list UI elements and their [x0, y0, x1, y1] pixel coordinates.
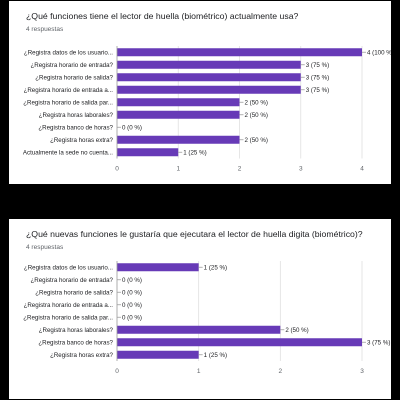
- data-label: 1 (25 %): [204, 352, 227, 359]
- bar[interactable]: [117, 135, 240, 144]
- bar-chart-2: 0 1 2 3 ¿Registra datos de los usuario... 1 (…: [23, 261, 390, 375]
- bar[interactable]: [117, 73, 301, 82]
- x-tick-label: 3: [360, 368, 364, 375]
- bar-chart-1: 0 1 2 3 4 ¿Registra datos de los usuario... 4 …: [23, 46, 391, 173]
- category-label: ¿Registra horas extra?: [50, 352, 113, 359]
- category-label: ¿Registra horario de entrada?: [30, 277, 113, 284]
- x-tick-label: 0: [115, 368, 119, 375]
- data-label: 0 (0 %): [122, 277, 142, 284]
- data-label: 1 (25 %): [183, 150, 206, 157]
- bar[interactable]: [117, 325, 281, 334]
- response-count: 4 respuestas: [26, 244, 64, 251]
- x-tick-label: 4: [360, 166, 364, 173]
- category-label: ¿Registra banco de horas?: [38, 340, 113, 347]
- bar[interactable]: [117, 85, 301, 94]
- chart-title: ¿Qué nuevas funciones le gustaría que ej…: [26, 229, 363, 239]
- data-label: 2 (50 %): [245, 100, 268, 107]
- category-label: ¿Registra horario de entrada?: [30, 62, 113, 69]
- category-label: ¿Registra horas extra?: [50, 137, 113, 144]
- category-label: ¿Registra horario de entrada a...: [24, 302, 114, 309]
- chart-card-2: ¿Qué nuevas funciones le gustaría que ej…: [9, 219, 391, 399]
- bar[interactable]: [117, 60, 301, 69]
- x-tick-label: 1: [176, 166, 180, 173]
- data-label: 3 (75 %): [306, 75, 329, 82]
- category-label: ¿Registra horario de salida par...: [23, 315, 113, 322]
- data-label: 0 (0 %): [122, 290, 142, 297]
- data-label: 3 (75 %): [306, 87, 329, 94]
- bar[interactable]: [117, 110, 240, 119]
- x-tick-label: 0: [115, 166, 119, 173]
- x-tick-label: 2: [238, 166, 242, 173]
- bar[interactable]: [117, 148, 179, 157]
- x-tick-label: 3: [299, 166, 303, 173]
- data-label: 2 (50 %): [285, 327, 308, 334]
- category-label: ¿Registra horario de salida?: [35, 75, 113, 82]
- category-label: ¿Registra datos de los usuario...: [24, 265, 113, 272]
- category-label: ¿Registra datos de los usuario...: [24, 50, 113, 57]
- category-label: ¿Registra horas laborales?: [39, 112, 114, 119]
- bar[interactable]: [117, 350, 199, 359]
- category-label: Actualmente la sede no cuenta...: [23, 150, 113, 157]
- x-tick-label: 2: [279, 368, 283, 375]
- chart-card-1: ¿Qué funciones tiene el lector de huella…: [9, 1, 391, 184]
- bar[interactable]: [117, 98, 240, 107]
- bar[interactable]: [117, 263, 199, 272]
- data-label: 2 (50 %): [245, 112, 268, 119]
- chart-title: ¿Qué funciones tiene el lector de huella…: [26, 11, 299, 21]
- category-label: ¿Registra horario de salida?: [35, 290, 113, 297]
- data-label: 1 (25 %): [204, 265, 227, 272]
- x-tick-label: 1: [197, 368, 201, 375]
- data-label: 0 (0 %): [122, 125, 142, 132]
- response-count: 4 respuestas: [26, 26, 64, 33]
- data-label: 0 (0 %): [122, 302, 142, 309]
- data-label: 0 (0 %): [122, 315, 142, 322]
- data-label: 3 (75 %): [367, 340, 390, 347]
- bar[interactable]: [117, 48, 362, 57]
- data-label: 3 (75 %): [306, 62, 329, 69]
- category-label: ¿Registra banco de horas?: [38, 125, 113, 132]
- data-label: 2 (50 %): [245, 137, 268, 144]
- category-label: ¿Registra horas laborales?: [39, 327, 114, 334]
- bar[interactable]: [117, 338, 362, 347]
- category-label: ¿Registra horario de entrada a...: [24, 87, 114, 94]
- data-label: 4 (100 %): [367, 50, 391, 57]
- category-label: ¿Registra horario de salida par...: [23, 100, 113, 107]
